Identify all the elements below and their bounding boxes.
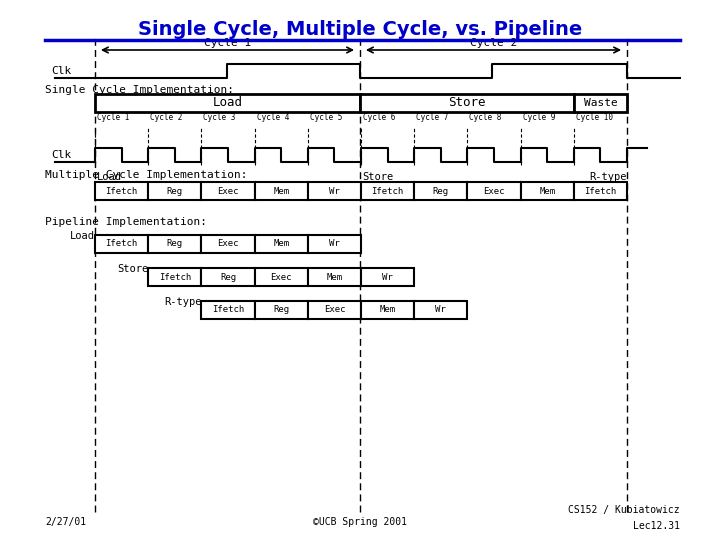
Bar — [202, 182, 255, 200]
Text: Exec: Exec — [271, 273, 292, 281]
Text: Load: Load — [70, 231, 95, 241]
Text: Cycle 1: Cycle 1 — [97, 113, 130, 122]
Bar — [467, 182, 521, 200]
Text: Cycle 6: Cycle 6 — [363, 113, 395, 122]
Text: Lec12.31: Lec12.31 — [633, 521, 680, 531]
Text: CS152 / Kubiatowicz: CS152 / Kubiatowicz — [568, 505, 680, 515]
Bar — [255, 182, 308, 200]
Bar — [202, 268, 255, 286]
Bar — [308, 235, 361, 253]
Bar — [521, 182, 574, 200]
Text: Mem: Mem — [326, 273, 343, 281]
Bar — [308, 301, 361, 319]
Text: Mem: Mem — [539, 186, 555, 195]
Text: Cycle 3: Cycle 3 — [204, 113, 235, 122]
Bar — [361, 182, 414, 200]
Text: Wr: Wr — [329, 186, 340, 195]
Text: Waste: Waste — [584, 98, 617, 108]
Text: Wr: Wr — [436, 306, 446, 314]
Text: ©UCB Spring 2001: ©UCB Spring 2001 — [313, 517, 407, 527]
Bar — [574, 182, 627, 200]
Text: Multiple Cycle Implementation:: Multiple Cycle Implementation: — [45, 170, 248, 180]
Bar — [255, 268, 308, 286]
Text: Store: Store — [449, 97, 486, 110]
Text: Wr: Wr — [329, 240, 340, 248]
Bar — [202, 301, 255, 319]
Text: Exec: Exec — [324, 306, 345, 314]
Text: Pipeline Implementation:: Pipeline Implementation: — [45, 217, 207, 227]
Text: Cycle 1: Cycle 1 — [204, 38, 251, 48]
Text: R-type: R-type — [590, 172, 627, 182]
Bar — [255, 301, 308, 319]
Bar — [148, 268, 202, 286]
Text: Reg: Reg — [220, 273, 236, 281]
Text: Cycle 8: Cycle 8 — [469, 113, 502, 122]
Text: Cycle 10: Cycle 10 — [576, 113, 613, 122]
Text: Single Cycle Implementation:: Single Cycle Implementation: — [45, 85, 234, 95]
Text: Load: Load — [97, 172, 122, 182]
Text: Mem: Mem — [379, 306, 396, 314]
Text: Reg: Reg — [167, 186, 183, 195]
Text: Reg: Reg — [273, 306, 289, 314]
Bar — [255, 235, 308, 253]
Bar — [361, 301, 414, 319]
Text: Mem: Mem — [273, 186, 289, 195]
Text: Store: Store — [117, 264, 148, 274]
Bar — [148, 235, 202, 253]
Bar — [361, 268, 414, 286]
Text: Cycle 7: Cycle 7 — [416, 113, 449, 122]
Text: Cycle 2: Cycle 2 — [470, 38, 517, 48]
Text: Cycle 9: Cycle 9 — [523, 113, 555, 122]
Bar — [574, 94, 627, 112]
Text: Cycle 4: Cycle 4 — [256, 113, 289, 122]
Bar — [414, 182, 467, 200]
Text: R-type: R-type — [164, 297, 202, 307]
Bar — [148, 182, 202, 200]
Text: Ifetch: Ifetch — [584, 186, 616, 195]
Text: Reg: Reg — [433, 186, 449, 195]
Text: Load: Load — [212, 97, 243, 110]
Text: Reg: Reg — [167, 240, 183, 248]
Text: Wr: Wr — [382, 273, 393, 281]
Text: Exec: Exec — [483, 186, 505, 195]
Bar — [414, 301, 467, 319]
Text: Exec: Exec — [217, 240, 239, 248]
Text: Ifetch: Ifetch — [372, 186, 404, 195]
Bar — [95, 94, 360, 112]
Text: Clk: Clk — [52, 150, 72, 160]
Text: Ifetch: Ifetch — [105, 240, 138, 248]
Text: Ifetch: Ifetch — [212, 306, 244, 314]
Text: Single Cycle, Multiple Cycle, vs. Pipeline: Single Cycle, Multiple Cycle, vs. Pipeli… — [138, 20, 582, 39]
Bar — [95, 235, 148, 253]
Text: Cycle 2: Cycle 2 — [150, 113, 183, 122]
Text: Clk: Clk — [52, 66, 72, 76]
Text: Mem: Mem — [273, 240, 289, 248]
Bar — [308, 182, 361, 200]
Bar — [202, 235, 255, 253]
Bar — [95, 182, 148, 200]
Text: Ifetch: Ifetch — [158, 273, 191, 281]
Text: Store: Store — [362, 172, 393, 182]
Bar — [360, 94, 574, 112]
Text: Ifetch: Ifetch — [105, 186, 138, 195]
Bar — [308, 268, 361, 286]
Text: Cycle 5: Cycle 5 — [310, 113, 342, 122]
Text: 2/27/01: 2/27/01 — [45, 517, 86, 527]
Text: Exec: Exec — [217, 186, 239, 195]
